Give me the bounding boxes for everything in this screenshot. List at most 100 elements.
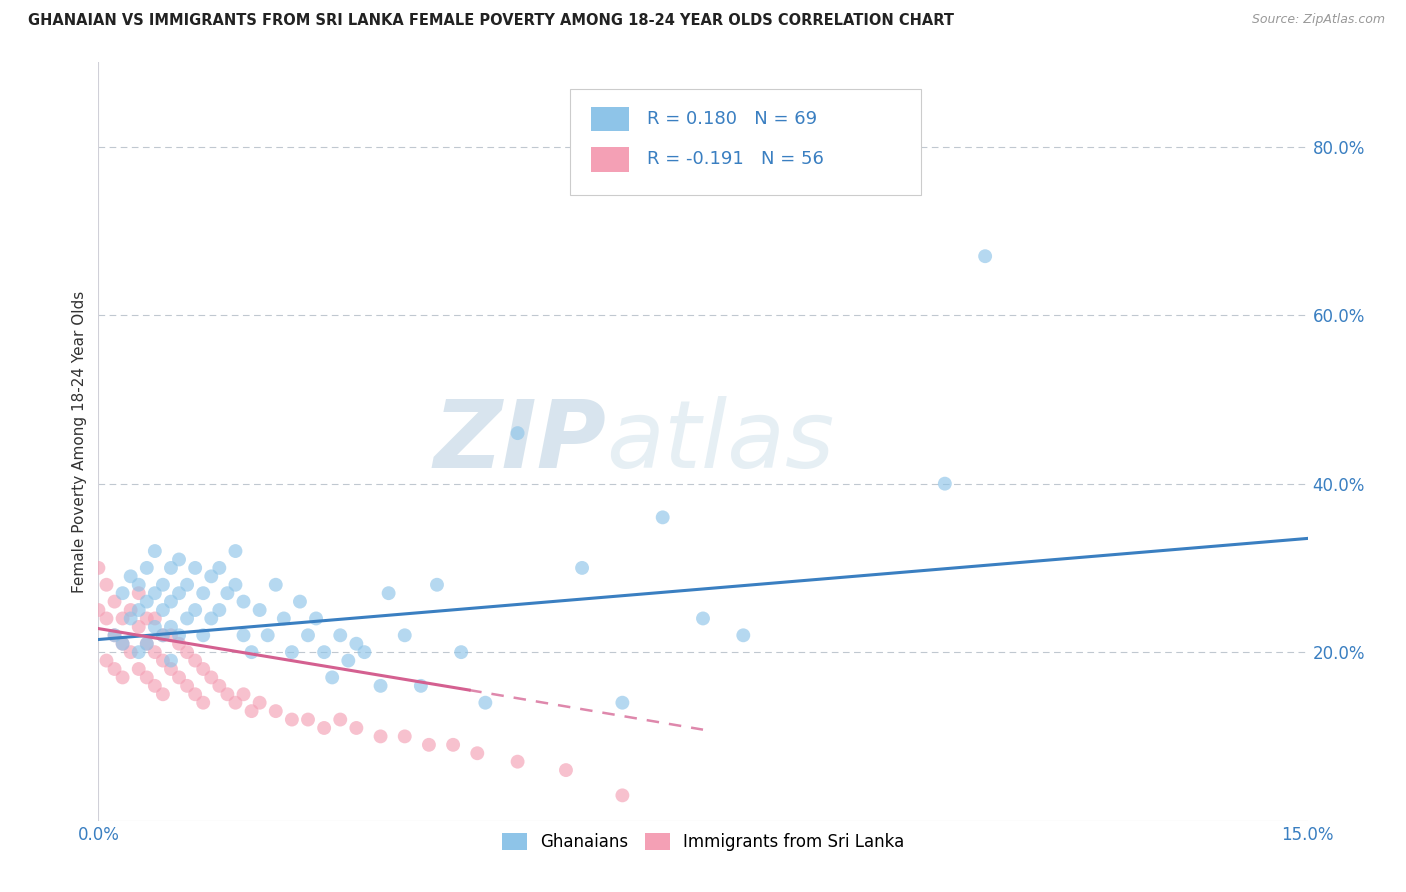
Point	[160, 628, 183, 642]
Point	[418, 738, 440, 752]
Point	[264, 704, 287, 718]
Point	[224, 578, 246, 592]
Point	[120, 645, 142, 659]
Point	[733, 628, 755, 642]
Text: ZIP: ZIP	[433, 395, 606, 488]
Point	[450, 645, 472, 659]
Point	[143, 645, 166, 659]
Point	[256, 628, 278, 642]
Point	[128, 662, 150, 676]
Point	[143, 544, 166, 558]
Point	[264, 578, 287, 592]
Point	[96, 578, 118, 592]
Point	[394, 730, 416, 744]
Point	[120, 569, 142, 583]
Point	[143, 611, 166, 625]
Point	[394, 628, 416, 642]
Point	[96, 611, 118, 625]
Point	[87, 603, 110, 617]
Point	[160, 654, 183, 668]
Point	[152, 654, 174, 668]
Legend: Ghanaians, Immigrants from Sri Lanka: Ghanaians, Immigrants from Sri Lanka	[495, 826, 911, 858]
Point	[135, 637, 157, 651]
Text: GHANAIAN VS IMMIGRANTS FROM SRI LANKA FEMALE POVERTY AMONG 18-24 YEAR OLDS CORRE: GHANAIAN VS IMMIGRANTS FROM SRI LANKA FE…	[28, 13, 955, 29]
Point	[103, 628, 125, 642]
Point	[377, 586, 399, 600]
Point	[128, 578, 150, 592]
Point	[96, 654, 118, 668]
Point	[217, 586, 239, 600]
Point	[506, 755, 529, 769]
Point	[692, 611, 714, 625]
Point	[152, 578, 174, 592]
Point	[240, 704, 263, 718]
Point	[474, 696, 496, 710]
Point	[305, 611, 328, 625]
Point	[426, 578, 449, 592]
Text: R = 0.180   N = 69: R = 0.180 N = 69	[647, 111, 817, 128]
Point	[555, 763, 578, 777]
Point	[571, 561, 593, 575]
Point	[297, 713, 319, 727]
FancyBboxPatch shape	[591, 107, 630, 131]
Point	[232, 628, 254, 642]
Point	[128, 586, 150, 600]
Point	[370, 679, 392, 693]
Point	[208, 679, 231, 693]
Point	[249, 696, 271, 710]
Point	[409, 679, 432, 693]
Point	[176, 611, 198, 625]
Point	[176, 645, 198, 659]
Point	[167, 637, 190, 651]
Point	[152, 687, 174, 701]
Point	[152, 628, 174, 642]
Point	[111, 586, 134, 600]
Point	[314, 721, 336, 735]
Point	[314, 645, 336, 659]
Point	[103, 594, 125, 608]
Point	[184, 654, 207, 668]
Point	[120, 611, 142, 625]
Point	[152, 603, 174, 617]
Point	[167, 552, 190, 566]
Point	[143, 620, 166, 634]
Point	[288, 594, 311, 608]
Point	[135, 670, 157, 684]
Point	[232, 594, 254, 608]
Point	[160, 662, 183, 676]
Point	[167, 670, 190, 684]
Point	[240, 645, 263, 659]
Point	[184, 687, 207, 701]
Point	[224, 544, 246, 558]
Point	[612, 696, 634, 710]
Point	[135, 637, 157, 651]
Point	[208, 603, 231, 617]
Point	[152, 628, 174, 642]
Point	[111, 637, 134, 651]
Point	[612, 789, 634, 803]
Point	[176, 578, 198, 592]
Point	[111, 611, 134, 625]
Point	[974, 249, 997, 263]
Text: R = -0.191   N = 56: R = -0.191 N = 56	[647, 151, 824, 169]
Point	[281, 645, 304, 659]
Point	[441, 738, 464, 752]
Point	[87, 561, 110, 575]
Point	[506, 426, 529, 441]
Point	[329, 713, 352, 727]
Point	[135, 561, 157, 575]
Point	[160, 594, 183, 608]
Point	[111, 637, 134, 651]
Point	[120, 603, 142, 617]
Point	[465, 746, 488, 760]
Point	[111, 670, 134, 684]
Point	[217, 687, 239, 701]
Point	[337, 654, 360, 668]
Point	[167, 586, 190, 600]
Text: atlas: atlas	[606, 396, 835, 487]
Point	[184, 561, 207, 575]
Point	[160, 620, 183, 634]
Point	[281, 713, 304, 727]
Point	[200, 569, 222, 583]
Point	[160, 561, 183, 575]
